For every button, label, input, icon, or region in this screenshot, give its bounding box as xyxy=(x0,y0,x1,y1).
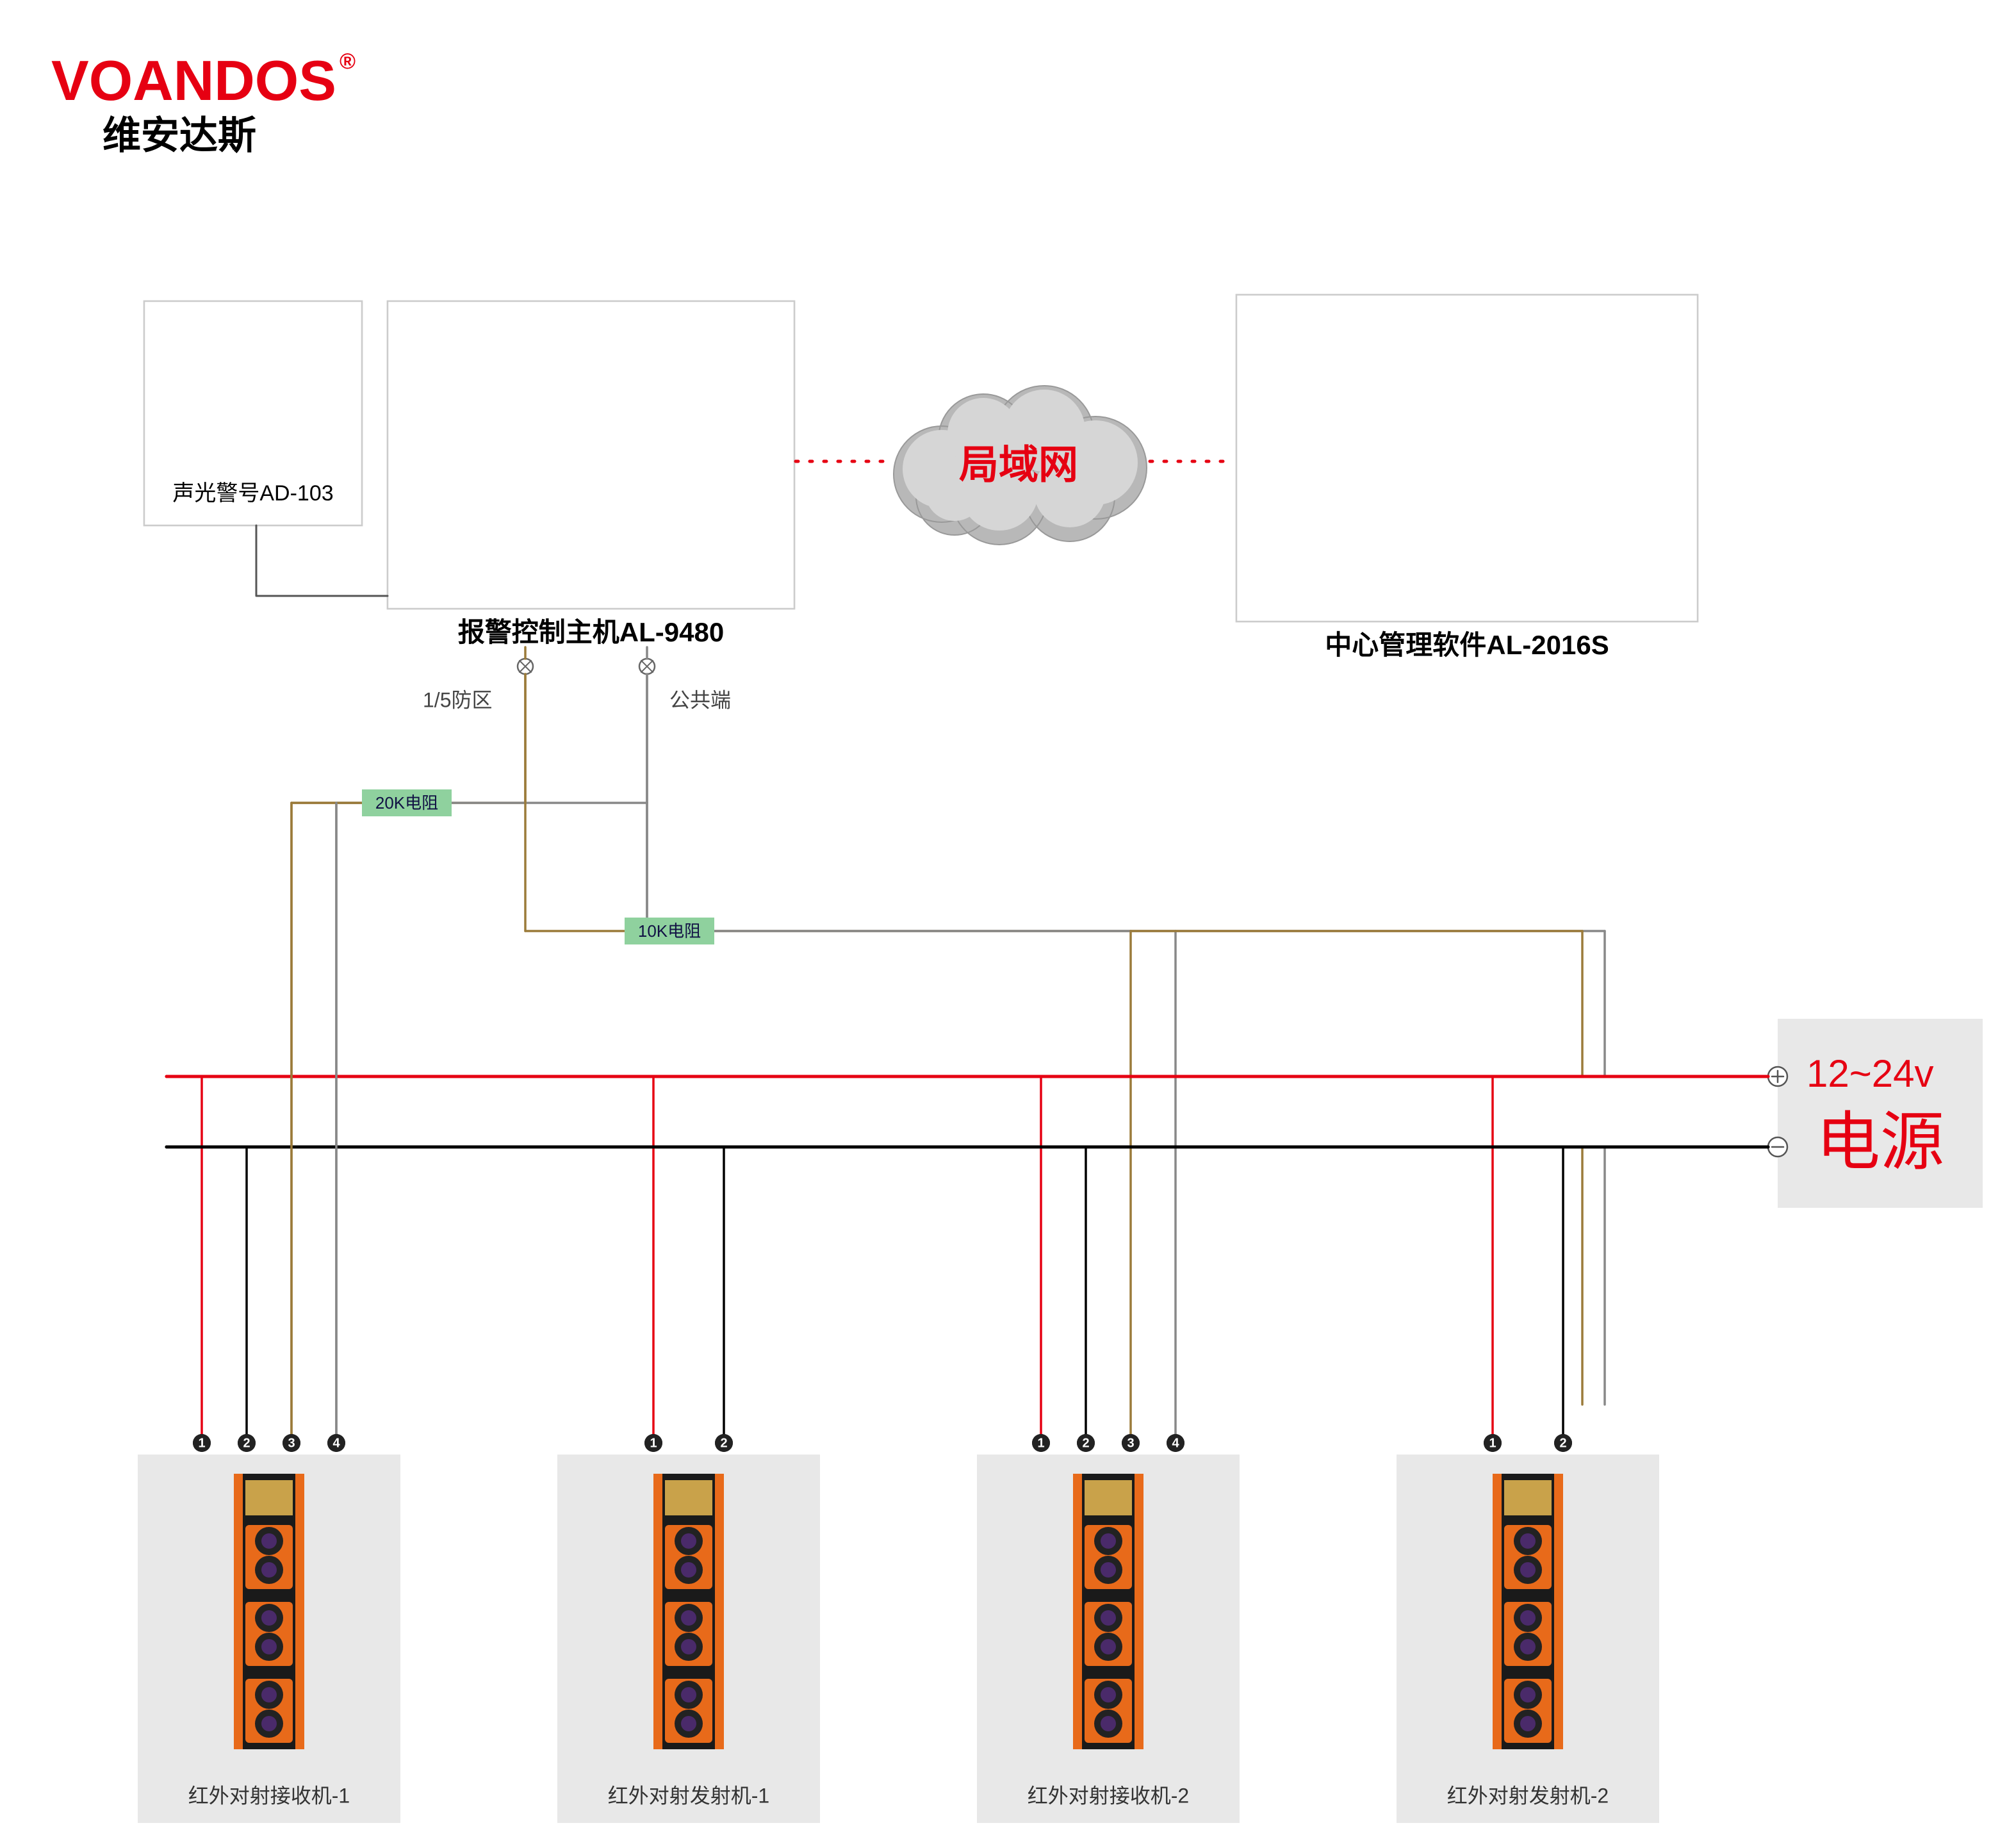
svg-text:3: 3 xyxy=(288,1436,295,1450)
logo-registered: ® xyxy=(340,49,356,74)
svg-text:2: 2 xyxy=(1559,1436,1566,1450)
ir-receiver-1-label: 红外对射接收机-1 xyxy=(188,1784,350,1807)
svg-text:2: 2 xyxy=(720,1436,727,1450)
ir-receiver-1 xyxy=(138,1455,400,1823)
svg-text:2: 2 xyxy=(243,1436,250,1450)
svg-text:20K电阻: 20K电阻 xyxy=(375,793,438,812)
host-label: 报警控制主机AL-9480 xyxy=(458,617,724,647)
ir-receiver-2-label: 红外对射接收机-2 xyxy=(1028,1784,1189,1807)
ir-transmitter-1 xyxy=(557,1455,820,1823)
logo-chinese: 维安达斯 xyxy=(102,114,256,157)
host-sub-right: 公共端 xyxy=(669,688,731,711)
power-voltage: 12~24v xyxy=(1807,1052,1934,1095)
power-label: 电源 xyxy=(1816,1106,1944,1178)
pc-label: 中心管理软件AL-2016S xyxy=(1325,630,1609,660)
svg-text:4: 4 xyxy=(1172,1436,1179,1450)
svg-text:2: 2 xyxy=(1082,1436,1089,1450)
logo-text: VOANDOS xyxy=(51,49,336,112)
ir-receiver-2 xyxy=(977,1455,1240,1823)
ir-transmitter-2 xyxy=(1397,1455,1659,1823)
siren-wire xyxy=(256,525,388,596)
svg-text:3: 3 xyxy=(1127,1436,1134,1450)
siren-label: 声光警号AD-103 xyxy=(172,481,333,506)
diagram-canvas: VOANDOS®维安达斯声光警号AD-103广州艾礼富电子．安全防盗报警控制主机… xyxy=(0,0,2016,1830)
svg-text:1: 1 xyxy=(1489,1436,1496,1450)
host-sub-left: 1/5防区 xyxy=(423,688,493,711)
svg-text:1: 1 xyxy=(650,1436,657,1450)
svg-text:4: 4 xyxy=(332,1436,340,1450)
lan-label: 局域网 xyxy=(959,443,1078,487)
svg-text:1: 1 xyxy=(198,1436,205,1450)
ir-transmitter-1-label: 红外对射发射机-1 xyxy=(608,1784,769,1807)
svg-text:1: 1 xyxy=(1037,1436,1044,1450)
ir-transmitter-2-label: 红外对射发射机-2 xyxy=(1447,1784,1609,1807)
svg-text:10K电阻: 10K电阻 xyxy=(638,921,701,941)
